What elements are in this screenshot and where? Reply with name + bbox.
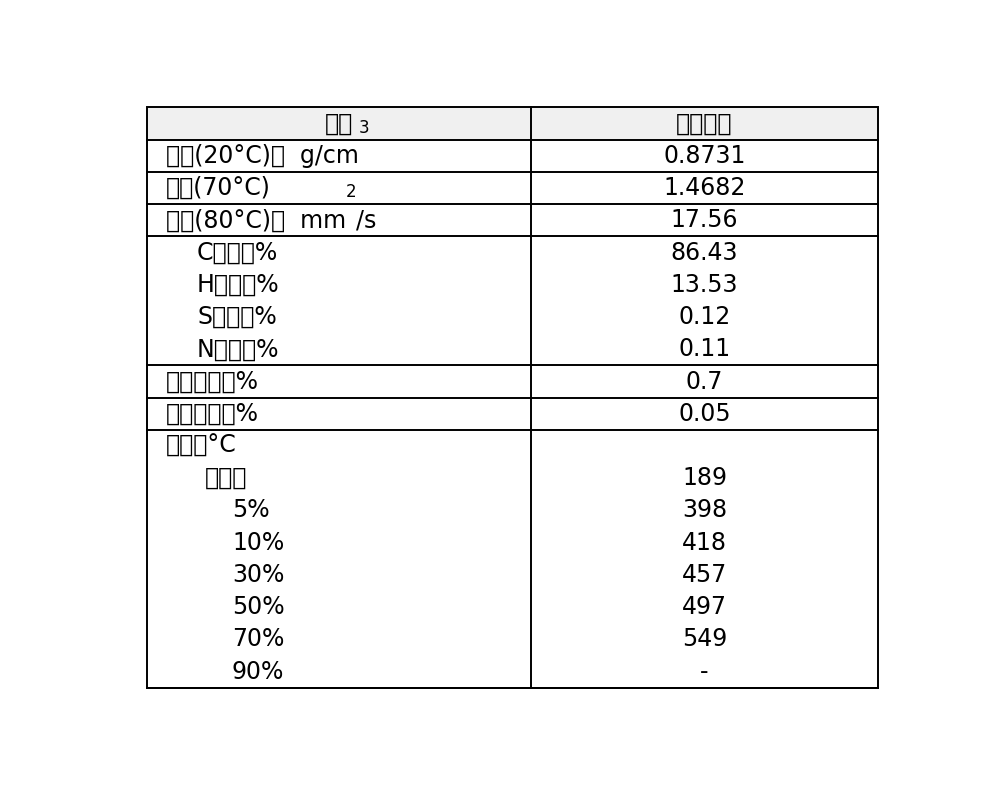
Text: 项目: 项目 bbox=[325, 111, 353, 136]
Text: 馏程，°C: 馏程，°C bbox=[166, 434, 237, 458]
Text: 418: 418 bbox=[682, 531, 727, 555]
Text: 30%: 30% bbox=[232, 563, 284, 587]
Text: /s: /s bbox=[356, 208, 376, 232]
Bar bbox=[147, 108, 878, 140]
Text: 0.8731: 0.8731 bbox=[663, 144, 746, 168]
Text: S，重量%: S，重量% bbox=[197, 305, 277, 329]
Text: 2: 2 bbox=[346, 183, 357, 201]
Text: 10%: 10% bbox=[232, 531, 284, 555]
Text: 17.56: 17.56 bbox=[671, 208, 738, 232]
Text: 398: 398 bbox=[682, 498, 727, 523]
Text: 457: 457 bbox=[682, 563, 727, 587]
Text: 0.7: 0.7 bbox=[686, 370, 723, 393]
Text: 0.12: 0.12 bbox=[678, 305, 731, 329]
Text: 残炭，重量%: 残炭，重量% bbox=[166, 370, 259, 393]
Text: 分析数据: 分析数据 bbox=[676, 111, 733, 136]
Text: 5%: 5% bbox=[232, 498, 270, 523]
Text: 灰分，重量%: 灰分，重量% bbox=[166, 402, 259, 425]
Text: 粘度(80°C)，  mm: 粘度(80°C)， mm bbox=[166, 208, 346, 232]
Text: 密度(20°C)，  g/cm: 密度(20°C)， g/cm bbox=[166, 144, 359, 168]
Text: 90%: 90% bbox=[232, 659, 284, 684]
Text: 折光(70°C): 折光(70°C) bbox=[166, 176, 271, 200]
Text: 初馏点: 初馏点 bbox=[205, 466, 247, 490]
Text: 497: 497 bbox=[682, 595, 727, 619]
Text: 50%: 50% bbox=[232, 595, 285, 619]
Text: -: - bbox=[700, 659, 709, 684]
Text: 189: 189 bbox=[682, 466, 727, 490]
Text: 13.53: 13.53 bbox=[671, 273, 738, 297]
Text: 0.05: 0.05 bbox=[678, 402, 731, 425]
Text: 3: 3 bbox=[359, 119, 370, 137]
Text: N，重量%: N，重量% bbox=[197, 338, 280, 361]
Text: 86.43: 86.43 bbox=[671, 240, 738, 265]
Text: 549: 549 bbox=[682, 627, 727, 652]
Text: 1.4682: 1.4682 bbox=[663, 176, 746, 200]
Text: H，重量%: H，重量% bbox=[197, 273, 280, 297]
Text: 70%: 70% bbox=[232, 627, 284, 652]
Text: 0.11: 0.11 bbox=[678, 338, 731, 361]
Text: C，重量%: C，重量% bbox=[197, 240, 278, 265]
